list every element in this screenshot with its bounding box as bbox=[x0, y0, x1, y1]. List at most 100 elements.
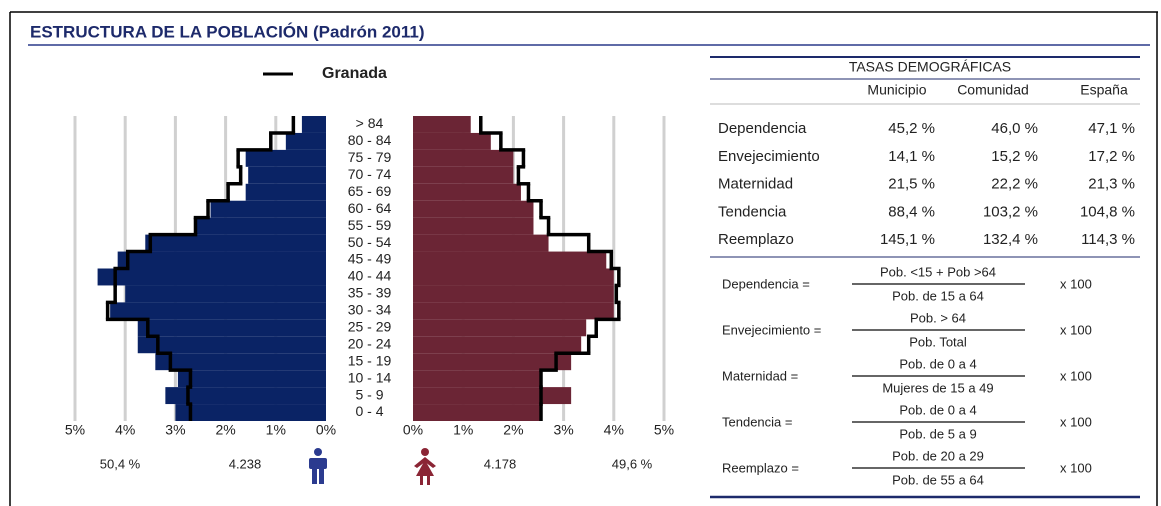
x-tick-label: 0% bbox=[316, 422, 336, 438]
male-share: 50,4 % bbox=[100, 456, 141, 471]
male-icon bbox=[309, 448, 327, 484]
row-label: Reemplazo bbox=[718, 231, 794, 248]
formula-factor: x 100 bbox=[1060, 276, 1092, 291]
bar bbox=[413, 319, 587, 337]
bar bbox=[145, 234, 326, 252]
bar bbox=[165, 387, 326, 405]
rate-value: 17,2 % bbox=[1088, 148, 1135, 165]
numerator: Pob. <15 + Pob >64 bbox=[880, 264, 996, 279]
age-label: 20 - 24 bbox=[348, 335, 392, 351]
denominator: Pob. de 15 a 64 bbox=[892, 288, 984, 303]
bar bbox=[413, 387, 572, 405]
numerator: Pob. de 20 a 29 bbox=[892, 448, 984, 463]
denominator: Pob. de 5 a 9 bbox=[899, 426, 976, 441]
bar bbox=[137, 319, 326, 337]
rate-value: 104,8 % bbox=[1080, 203, 1135, 220]
x-tick-label: 5% bbox=[654, 422, 674, 438]
x-tick-label: 4% bbox=[115, 422, 135, 438]
x-tick-label: 1% bbox=[453, 422, 473, 438]
x-tick-label: 3% bbox=[553, 422, 573, 438]
age-label: 65 - 69 bbox=[348, 183, 392, 199]
age-label: 45 - 49 bbox=[348, 251, 392, 267]
age-label: 70 - 74 bbox=[348, 166, 392, 182]
row-label: Envejecimiento bbox=[718, 148, 820, 165]
bar bbox=[413, 132, 491, 150]
x-tick-label: 2% bbox=[503, 422, 523, 438]
rate-value: 103,2 % bbox=[983, 203, 1038, 220]
formula-factor: x 100 bbox=[1060, 414, 1092, 429]
legend-label: Granada bbox=[322, 65, 387, 82]
bar bbox=[413, 302, 614, 320]
bar bbox=[413, 166, 514, 184]
x-tick-label: 2% bbox=[215, 422, 235, 438]
bar bbox=[413, 200, 534, 218]
rate-value: 46,0 % bbox=[991, 120, 1038, 137]
formula-factor: x 100 bbox=[1060, 460, 1092, 475]
numerator: Pob. de 0 a 4 bbox=[899, 402, 976, 417]
x-tick-label: 4% bbox=[604, 422, 624, 438]
numerator: Pob. de 0 a 4 bbox=[899, 356, 976, 371]
denominator: Pob. de 55 a 64 bbox=[892, 472, 984, 487]
row-label: Dependencia bbox=[718, 120, 807, 137]
bar bbox=[413, 268, 614, 286]
rate-value: 22,2 % bbox=[991, 176, 1038, 193]
bar bbox=[137, 336, 326, 354]
chart-title: ESTRUCTURA DE LA POBLACIÓN (Padrón 2011) bbox=[30, 22, 425, 41]
formula-factor: x 100 bbox=[1060, 368, 1092, 383]
formula-label: Dependencia = bbox=[722, 276, 810, 291]
rate-value: 15,2 % bbox=[991, 148, 1038, 165]
rate-value: 21,5 % bbox=[888, 176, 935, 193]
column-header: Comunidad bbox=[957, 82, 1029, 98]
female-total: 4.178 bbox=[484, 456, 517, 471]
bar bbox=[413, 183, 521, 201]
rate-value: 114,3 % bbox=[1081, 231, 1135, 248]
bar bbox=[175, 404, 326, 421]
rate-value: 45,2 % bbox=[888, 120, 935, 137]
female-share: 49,6 % bbox=[612, 456, 653, 471]
female-icon bbox=[414, 448, 436, 485]
age-label: 75 - 79 bbox=[348, 149, 392, 165]
denominator: Mujeres de 15 a 49 bbox=[882, 380, 993, 395]
column-header: Municipio bbox=[867, 82, 926, 98]
bar bbox=[117, 251, 326, 269]
bar bbox=[125, 285, 326, 303]
bar bbox=[413, 353, 572, 371]
bar bbox=[413, 234, 549, 252]
bar bbox=[413, 285, 614, 303]
age-label: 5 - 9 bbox=[355, 386, 383, 402]
age-label: > 84 bbox=[356, 115, 384, 131]
bar bbox=[177, 370, 326, 388]
formula-label: Reemplazo = bbox=[722, 460, 799, 475]
age-label: 10 - 14 bbox=[348, 369, 392, 385]
age-label: 0 - 4 bbox=[355, 403, 383, 419]
bar bbox=[413, 251, 607, 269]
rate-value: 47,1 % bbox=[1088, 120, 1135, 137]
row-label: Tendencia bbox=[718, 203, 787, 220]
formula-label: Tendencia = bbox=[722, 414, 792, 429]
male-total: 4.238 bbox=[229, 456, 262, 471]
row-label: Maternidad bbox=[718, 176, 793, 193]
x-tick-label: 1% bbox=[266, 422, 286, 438]
bar bbox=[245, 149, 326, 167]
bar bbox=[195, 217, 326, 235]
bar bbox=[97, 268, 326, 286]
age-label: 15 - 19 bbox=[348, 352, 392, 368]
age-label: 30 - 34 bbox=[348, 302, 392, 318]
rate-value: 132,4 % bbox=[983, 231, 1038, 248]
age-label: 80 - 84 bbox=[348, 132, 392, 148]
age-label: 60 - 64 bbox=[348, 200, 392, 216]
x-tick-label: 3% bbox=[165, 422, 185, 438]
bar bbox=[413, 149, 514, 167]
age-label: 25 - 29 bbox=[348, 319, 392, 335]
bar bbox=[301, 116, 326, 133]
bar bbox=[248, 166, 326, 184]
age-label: 55 - 59 bbox=[348, 217, 392, 233]
rate-value: 145,1 % bbox=[880, 231, 935, 248]
denominator: Pob. Total bbox=[909, 334, 967, 349]
age-label: 50 - 54 bbox=[348, 234, 392, 250]
bar bbox=[413, 370, 542, 388]
table-title: TASAS DEMOGRÁFICAS bbox=[849, 59, 1011, 75]
bar bbox=[110, 302, 326, 320]
bar bbox=[413, 217, 534, 235]
